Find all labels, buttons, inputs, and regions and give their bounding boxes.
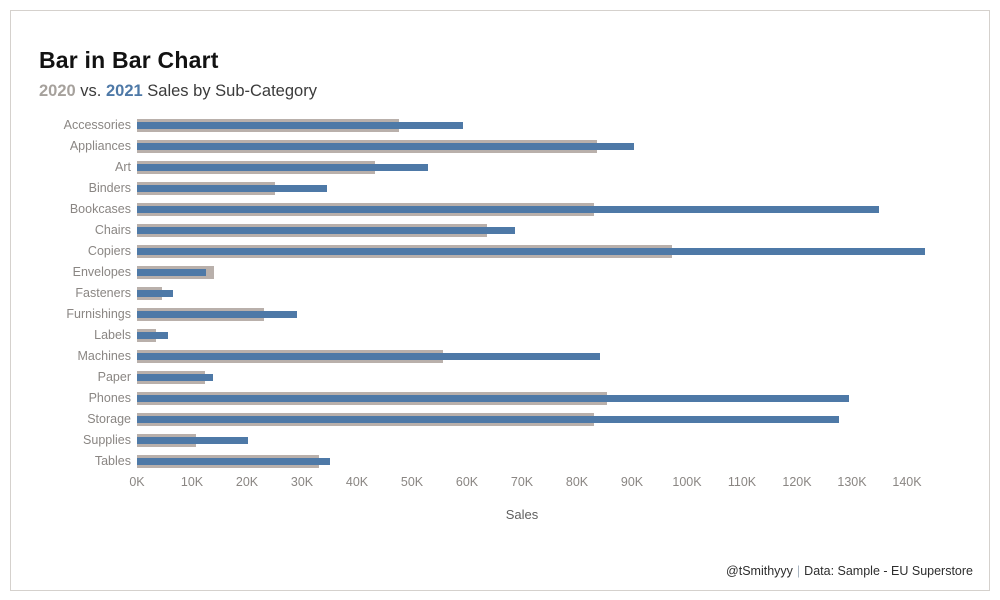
category-label: Machines <box>77 349 132 363</box>
category-label: Appliances <box>69 139 131 153</box>
category-label: Furnishings <box>66 307 131 321</box>
category-label: Supplies <box>83 433 131 447</box>
bar-2021[interactable] <box>137 185 328 192</box>
bar-row: Fasteners <box>11 283 989 304</box>
bar-row: Copiers <box>11 241 989 262</box>
bar-2021[interactable] <box>137 416 839 423</box>
bar-group <box>137 367 989 388</box>
bar-group <box>137 115 989 136</box>
bar-group <box>137 199 989 220</box>
bar-group <box>137 451 989 472</box>
bar-row: Bookcases <box>11 199 989 220</box>
bar-2021[interactable] <box>137 332 168 339</box>
subtitle-year-2020: 2020 <box>39 82 76 100</box>
category-label: Art <box>115 160 131 174</box>
bar-2021[interactable] <box>137 290 174 297</box>
category-label: Storage <box>87 412 131 426</box>
bar-2021[interactable] <box>137 458 330 465</box>
category-label: Envelopes <box>72 265 131 279</box>
subtitle-rest: Sales by Sub-Category <box>142 82 317 100</box>
bar-2021[interactable] <box>137 143 634 150</box>
bar-group <box>137 430 989 451</box>
bar-2021[interactable] <box>137 311 298 318</box>
footer-handle: @tSmithyyy <box>726 564 793 578</box>
bar-row: Labels <box>11 325 989 346</box>
x-tick-label: 140K <box>892 475 922 489</box>
category-label: Fasteners <box>75 286 131 300</box>
x-tick-label: 90K <box>620 475 644 489</box>
bar-row: Appliances <box>11 136 989 157</box>
subtitle-year-2021: 2021 <box>105 82 143 100</box>
bar-2021[interactable] <box>137 227 515 234</box>
chart-title: Bar in Bar Chart <box>39 47 219 73</box>
bar-group <box>137 136 989 157</box>
bar-row: Storage <box>11 409 989 430</box>
footer-credit: @tSmithyyy | Data: Sample - EU Superstore <box>726 564 973 578</box>
bar-2021[interactable] <box>137 374 213 381</box>
category-label: Phones <box>88 391 131 405</box>
bar-2021[interactable] <box>137 395 850 402</box>
category-label: Tables <box>94 454 131 468</box>
x-tick-label: 50K <box>400 475 424 489</box>
bar-2021[interactable] <box>137 437 249 444</box>
bar-group <box>137 325 989 346</box>
bar-row: Binders <box>11 178 989 199</box>
category-label: Binders <box>88 181 131 195</box>
category-label: Labels <box>94 328 131 342</box>
bar-2021[interactable] <box>137 164 428 171</box>
bar-group <box>137 409 989 430</box>
x-tick-label: 70K <box>510 475 534 489</box>
bar-group <box>137 157 989 178</box>
subtitle-vs: vs. <box>75 82 106 100</box>
bar-group <box>137 388 989 409</box>
chart-frame: Bar in Bar Chart 2020 vs. 2021 Sales by … <box>10 10 990 591</box>
x-tick-label: 0K <box>129 475 145 489</box>
footer-separator: | <box>796 564 801 578</box>
x-tick-label: 110K <box>727 475 757 489</box>
bar-row: Accessories <box>11 115 989 136</box>
bar-row: Tables <box>11 451 989 472</box>
x-tick-label: 130K <box>837 475 867 489</box>
bar-row: Supplies <box>11 430 989 451</box>
x-tick-label: 40K <box>345 475 369 489</box>
bar-row: Chairs <box>11 220 989 241</box>
bar-group <box>137 304 989 325</box>
bar-row: Furnishings <box>11 304 989 325</box>
bar-2021[interactable] <box>137 122 463 129</box>
bar-group <box>137 220 989 241</box>
bar-group <box>137 178 989 199</box>
category-label: Bookcases <box>69 202 131 216</box>
x-tick-label: 100K <box>672 475 702 489</box>
chart-subtitle: 2020 vs. 2021 Sales by Sub-Category <box>39 82 317 101</box>
x-tick-label: 120K <box>782 475 812 489</box>
x-tick-label: 80K <box>565 475 589 489</box>
x-tick-label: 20K <box>235 475 259 489</box>
bar-2021[interactable] <box>137 353 600 360</box>
category-label: Paper <box>97 370 131 384</box>
bar-2021[interactable] <box>137 269 206 276</box>
x-tick-label: 60K <box>455 475 479 489</box>
category-label: Copiers <box>87 244 131 258</box>
category-label: Chairs <box>94 223 131 237</box>
bar-row: Machines <box>11 346 989 367</box>
bar-row: Phones <box>11 388 989 409</box>
x-axis-title: Sales <box>505 507 539 522</box>
bar-2021[interactable] <box>137 248 925 255</box>
bar-row: Paper <box>11 367 989 388</box>
bar-group <box>137 262 989 283</box>
x-axis: 0K 10K 20K 30K 40K 50K 60K 70K 80K 90K 100K 110K 120… <box>11 472 989 492</box>
category-label: Accessories <box>63 118 131 132</box>
footer-source: Data: Sample - EU Superstore <box>804 564 973 578</box>
bar-group <box>137 283 989 304</box>
bar-row: Envelopes <box>11 262 989 283</box>
x-tick-label: 30K <box>290 475 314 489</box>
x-tick-label: 10K <box>180 475 204 489</box>
bar-row: Art <box>11 157 989 178</box>
bar-group <box>137 346 989 367</box>
bar-2021[interactable] <box>137 206 879 213</box>
plot-area: Accessories Appliances Art Binders Bookcases… <box>11 115 989 472</box>
bar-group <box>137 241 989 262</box>
